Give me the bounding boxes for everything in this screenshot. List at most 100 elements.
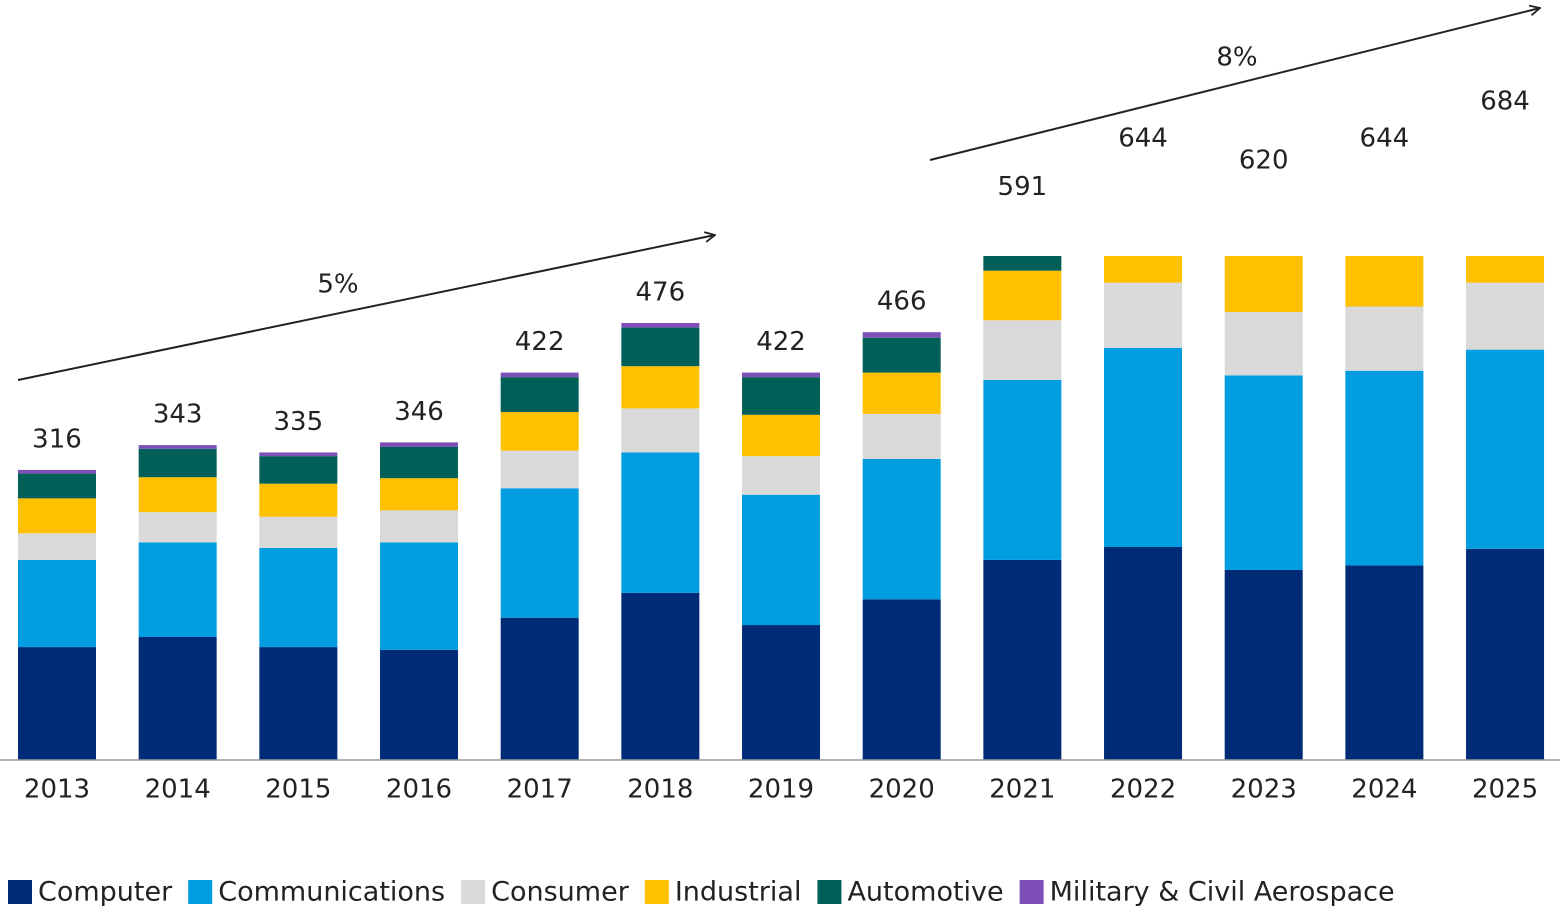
trend-arrow — [929, 8, 1540, 161]
total-label: 591 — [998, 172, 1048, 202]
legend-swatch — [1019, 880, 1044, 904]
legend-swatch — [8, 880, 32, 904]
x-tick-label: 2023 — [1231, 775, 1297, 805]
bar-segment — [983, 217, 1061, 224]
bar-segment — [259, 516, 338, 548]
bar-segment — [138, 542, 217, 637]
bar-segment — [138, 445, 217, 449]
bar-segment — [983, 379, 1062, 560]
bar-segment — [621, 327, 700, 367]
bar-segment — [18, 498, 96, 534]
x-tick-label: 2021 — [989, 775, 1055, 805]
x-tick-label: 2015 — [265, 775, 331, 805]
bar-segment — [1224, 375, 1303, 570]
bar-segment — [138, 448, 217, 478]
total-label: 476 — [636, 278, 686, 308]
total-label: 335 — [274, 407, 324, 437]
bar-segment — [621, 452, 700, 593]
x-tick-label: 2025 — [1472, 775, 1538, 805]
bar-segment — [983, 559, 1062, 760]
bar-segment — [500, 372, 579, 378]
plot-area — [18, 132, 1545, 760]
bar-segment — [1104, 177, 1182, 227]
bar-segment — [1225, 199, 1303, 254]
bar-segment — [1225, 191, 1303, 199]
bar-segment — [138, 636, 217, 760]
bar-segment — [742, 494, 821, 626]
legend-label: Military & Civil Aerospace — [1050, 877, 1395, 908]
bar-segment — [1466, 132, 1544, 141]
bar-segment — [1466, 282, 1545, 350]
bar-segment — [1104, 282, 1183, 348]
total-label: 422 — [515, 327, 565, 357]
bar-segment — [380, 649, 459, 760]
total-label: 422 — [756, 327, 806, 357]
bar-segment — [1466, 349, 1545, 549]
bar-segment — [621, 592, 700, 760]
x-tick-label: 2019 — [748, 775, 814, 805]
bar-segment — [742, 372, 821, 378]
bar-segment — [1466, 141, 1544, 209]
total-label: 684 — [1480, 87, 1530, 117]
annotation: 5% — [317, 270, 358, 300]
bar-segment — [621, 323, 700, 328]
bar-segment — [259, 456, 338, 484]
bar-segment — [259, 647, 338, 760]
bar-segment — [1345, 169, 1423, 178]
bar-segment — [259, 483, 338, 517]
trend-arrow — [17, 235, 715, 381]
legend-label: Consumer — [491, 877, 630, 908]
x-tick-label: 2016 — [386, 775, 452, 805]
total-label: 343 — [153, 400, 203, 430]
bar-segment — [500, 617, 579, 760]
bar-segment — [500, 377, 579, 413]
bar-segment — [1345, 306, 1424, 371]
bar-segment — [380, 446, 459, 479]
bar-segment — [1104, 547, 1183, 760]
bar-segment — [18, 559, 96, 648]
total-label: 466 — [877, 287, 927, 317]
bar-segment — [862, 372, 941, 414]
bar-segment — [18, 533, 96, 560]
bar-segment — [138, 512, 217, 543]
x-tick-label: 2013 — [24, 775, 90, 805]
bar-segment — [380, 442, 459, 447]
bar-segment — [1224, 569, 1303, 760]
bar-segment — [500, 488, 579, 618]
legend-label: Automotive — [847, 877, 1003, 908]
bar-segment — [1345, 565, 1424, 760]
legend-label: Industrial — [675, 877, 802, 908]
annotation: 8% — [1216, 43, 1257, 73]
bar-segment — [500, 450, 579, 489]
total-label: 620 — [1239, 145, 1289, 175]
bar-segment — [1104, 256, 1183, 283]
bar-segment — [1345, 178, 1423, 240]
bar-segment — [862, 458, 941, 600]
bar-segment — [983, 320, 1062, 380]
bar-segment — [500, 412, 579, 451]
legend-label: Communications — [218, 877, 445, 908]
bar-segment — [380, 542, 459, 650]
bar-segment — [1345, 370, 1424, 566]
bar-segment — [742, 414, 821, 457]
bar-segment — [1345, 256, 1424, 307]
total-label: 346 — [394, 397, 444, 427]
bar-segment — [983, 270, 1062, 321]
bar-segment — [1224, 312, 1303, 376]
bar-segment — [621, 408, 700, 453]
x-tick-label: 2018 — [627, 775, 693, 805]
bar-segment — [380, 510, 459, 543]
bar-segment — [1466, 548, 1545, 760]
bar-segment — [259, 547, 338, 648]
bar-segment — [742, 377, 821, 415]
bar-segment — [983, 256, 1062, 271]
x-tick-label: 2022 — [1110, 775, 1176, 805]
bar-segment — [862, 413, 941, 459]
total-label: 316 — [32, 424, 82, 454]
bar-segment — [1224, 256, 1303, 312]
bar-segment — [621, 366, 700, 409]
bar-segment — [138, 477, 217, 513]
x-tick-label: 2020 — [869, 775, 935, 805]
bar-segment — [742, 625, 821, 760]
bar-segment — [18, 469, 96, 474]
